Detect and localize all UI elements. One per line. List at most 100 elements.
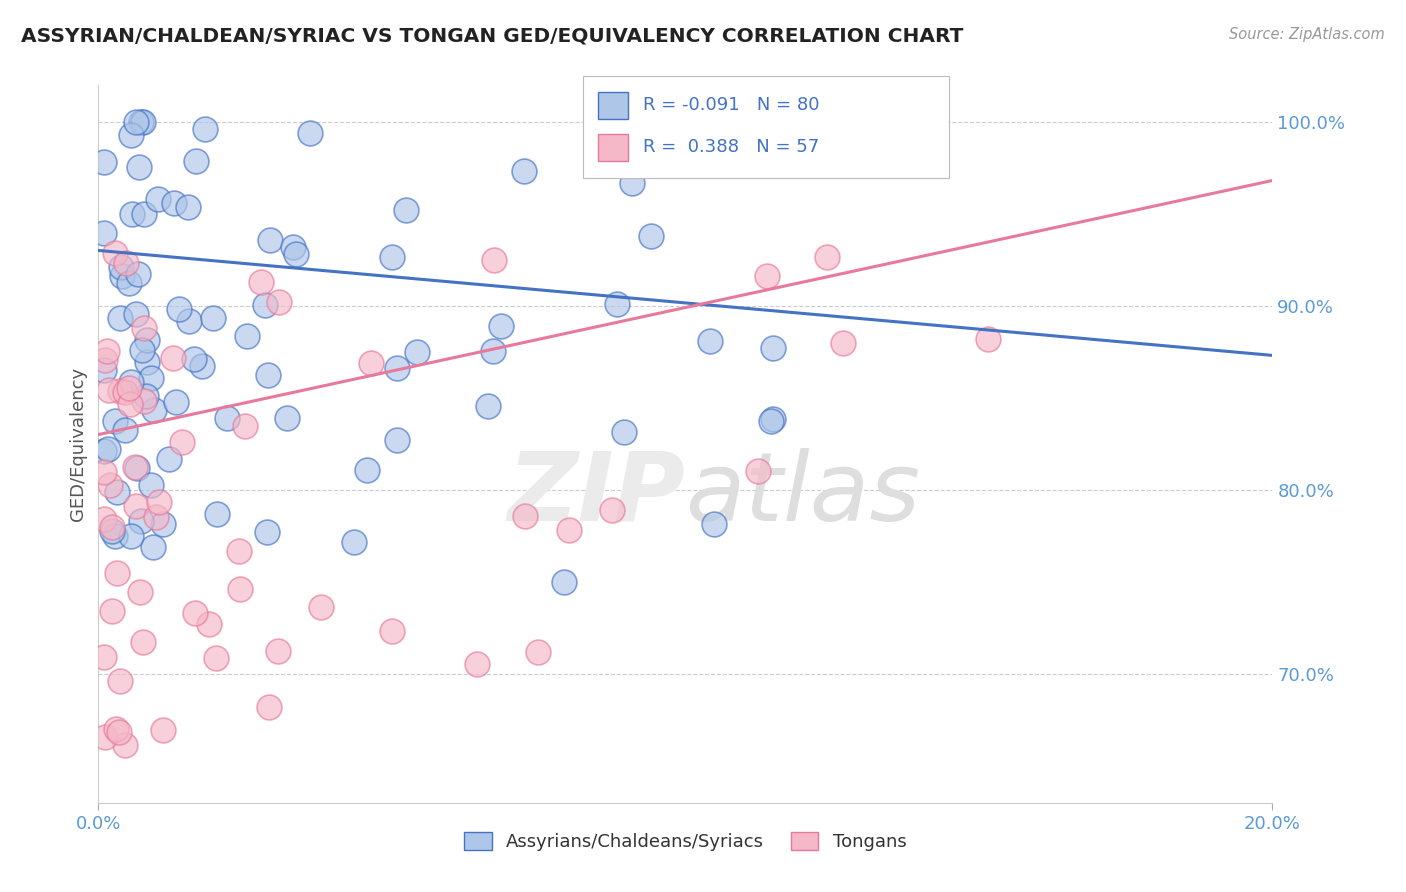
Point xyxy=(125,460,148,475)
Point xyxy=(136,334,159,348)
Point xyxy=(139,478,162,492)
Point xyxy=(93,154,115,169)
Point xyxy=(120,128,142,143)
Point xyxy=(526,645,548,659)
Point xyxy=(198,616,221,631)
Point xyxy=(105,723,128,737)
Point xyxy=(93,226,115,240)
Point xyxy=(256,368,278,382)
Point xyxy=(343,534,366,549)
Point xyxy=(110,260,132,275)
Point xyxy=(703,516,725,531)
Point xyxy=(152,723,174,738)
Point xyxy=(186,153,208,168)
Point xyxy=(558,524,581,538)
Point xyxy=(477,399,499,413)
Text: R =  0.388   N = 57: R = 0.388 N = 57 xyxy=(643,138,818,156)
Point xyxy=(356,463,378,477)
Point xyxy=(381,624,404,638)
Point xyxy=(114,384,136,399)
Point xyxy=(256,524,278,539)
Point xyxy=(120,375,142,389)
Point xyxy=(711,133,734,147)
Point xyxy=(148,495,170,509)
Point xyxy=(143,403,166,417)
Point xyxy=(489,319,512,334)
Legend: Assyrians/Chaldeans/Syriacs, Tongans: Assyrians/Chaldeans/Syriacs, Tongans xyxy=(457,824,914,858)
Point xyxy=(309,600,332,615)
Point xyxy=(977,332,1000,346)
Point xyxy=(613,425,636,439)
Point xyxy=(163,195,186,210)
Point xyxy=(101,524,124,539)
Point xyxy=(233,419,256,434)
Point xyxy=(606,297,628,311)
Point xyxy=(93,465,115,479)
Point xyxy=(406,345,429,359)
Point xyxy=(515,508,537,523)
Point xyxy=(215,411,238,425)
Point xyxy=(832,335,855,350)
Point xyxy=(250,276,273,290)
Point xyxy=(167,302,190,317)
Point xyxy=(194,122,217,136)
Point xyxy=(254,298,277,312)
Point xyxy=(93,512,115,526)
Point xyxy=(128,160,150,174)
Point xyxy=(184,606,207,620)
Text: Source: ZipAtlas.com: Source: ZipAtlas.com xyxy=(1229,27,1385,42)
Point xyxy=(172,434,194,449)
Point xyxy=(114,738,136,752)
Point xyxy=(118,381,141,395)
Point xyxy=(104,414,127,428)
Point xyxy=(815,250,838,264)
Point xyxy=(135,389,157,403)
Point xyxy=(759,414,782,428)
Point xyxy=(93,444,115,458)
Point xyxy=(267,295,290,310)
Point xyxy=(621,176,644,190)
Point xyxy=(257,700,280,714)
Point xyxy=(105,485,128,500)
Point xyxy=(600,502,623,516)
Point xyxy=(129,585,152,599)
Point xyxy=(385,360,408,375)
Text: atlas: atlas xyxy=(686,448,921,541)
Point xyxy=(747,464,769,478)
Point xyxy=(360,356,382,370)
Point xyxy=(229,582,252,596)
Point xyxy=(177,200,200,214)
Point xyxy=(482,343,505,358)
Point xyxy=(125,307,148,321)
Point xyxy=(129,114,152,128)
Point xyxy=(148,192,170,206)
Point xyxy=(111,268,134,283)
Point xyxy=(385,434,408,448)
Point xyxy=(281,240,304,254)
Point xyxy=(228,544,250,558)
Text: ASSYRIAN/CHALDEAN/SYRIAC VS TONGAN GED/EQUIVALENCY CORRELATION CHART: ASSYRIAN/CHALDEAN/SYRIAC VS TONGAN GED/E… xyxy=(21,27,963,45)
Point xyxy=(125,114,148,128)
Point xyxy=(105,566,128,580)
Point xyxy=(465,657,488,672)
Point xyxy=(125,500,148,514)
Point xyxy=(762,412,785,426)
Point xyxy=(190,359,212,373)
Point xyxy=(98,478,121,492)
Point xyxy=(152,517,174,532)
Point xyxy=(108,674,131,689)
Point xyxy=(110,311,132,326)
Point xyxy=(640,229,662,244)
Point xyxy=(205,507,228,521)
Point xyxy=(145,510,167,524)
Point xyxy=(93,363,115,377)
Point xyxy=(183,352,205,367)
Point xyxy=(482,252,505,267)
Point xyxy=(136,354,159,368)
Point xyxy=(101,605,124,619)
Point xyxy=(104,246,127,260)
Point xyxy=(756,269,779,284)
Point xyxy=(236,328,259,343)
Point xyxy=(124,460,146,475)
Point xyxy=(131,343,153,357)
